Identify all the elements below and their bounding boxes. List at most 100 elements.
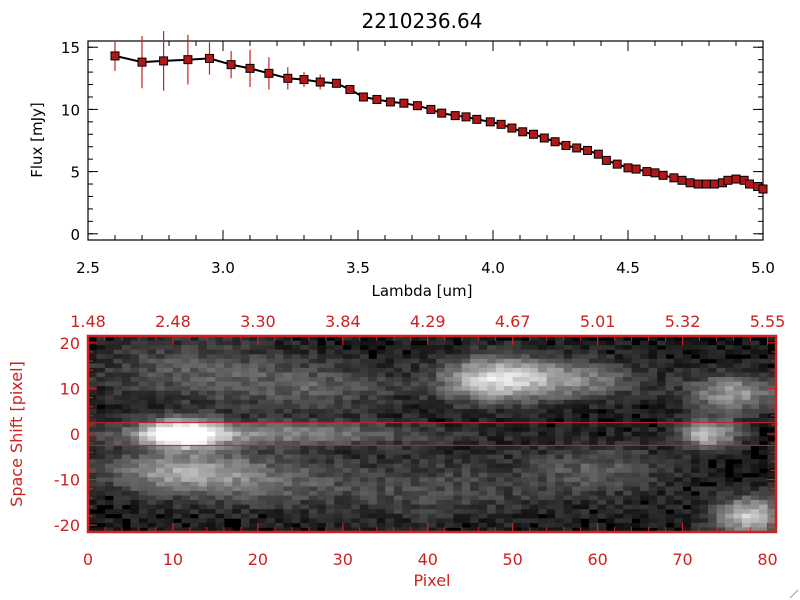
heatmap-cell [291, 427, 301, 433]
heatmap-cell [181, 481, 191, 487]
heatmap-cell [104, 427, 114, 433]
heatmap-cell [614, 418, 624, 424]
heatmap-cell [546, 377, 556, 382]
heatmap-cell [249, 468, 259, 474]
heatmap-cell [691, 372, 700, 378]
image-x-tick-label: 20 [248, 550, 268, 569]
heatmap-cell [631, 440, 641, 446]
heatmap-cell [665, 436, 675, 442]
heatmap-cell [385, 367, 395, 373]
heatmap-cell [512, 358, 522, 364]
heatmap-cell [606, 390, 616, 396]
heatmap-cell [725, 486, 734, 492]
heatmap-cell [164, 454, 174, 460]
heatmap-cell [376, 490, 386, 496]
heatmap-cell [215, 500, 225, 506]
heatmap-cell [130, 413, 140, 419]
heatmap-cell [470, 363, 480, 369]
heatmap-cell [402, 377, 412, 382]
heatmap-cell [563, 445, 573, 451]
heatmap-cell [223, 336, 233, 341]
heatmap-cell [759, 472, 768, 478]
heatmap-cell [130, 431, 140, 437]
heatmap-cell [597, 527, 607, 533]
heatmap-cell [461, 358, 471, 364]
heatmap-cell [342, 440, 352, 446]
heatmap-cell [597, 381, 607, 387]
heatmap-cell [155, 449, 165, 455]
heatmap-cell [317, 459, 327, 465]
heatmap-cell [410, 422, 420, 428]
heatmap-cell [130, 418, 140, 424]
heatmap-cell [716, 427, 726, 433]
heatmap-cell [521, 418, 531, 424]
heatmap-cell [393, 486, 403, 492]
heatmap-cell [198, 372, 208, 378]
heatmap-cell [691, 408, 700, 414]
heatmap-cell [563, 486, 573, 492]
heatmap-cell [572, 445, 582, 451]
heatmap-cell [266, 386, 276, 392]
heatmap-cell [606, 363, 616, 369]
heatmap-cell [546, 445, 556, 451]
heatmap-cell [266, 472, 276, 478]
heatmap-cell [725, 345, 734, 351]
heatmap-cell [189, 395, 199, 401]
heatmap-cell [614, 495, 624, 501]
heatmap-cell [648, 386, 658, 392]
heatmap-cell [155, 377, 165, 382]
heatmap-cell [614, 459, 624, 465]
heatmap-cell [444, 440, 454, 446]
heatmap-cell [164, 472, 174, 478]
heatmap-cell [393, 440, 403, 446]
heatmap-cell [88, 390, 97, 396]
heatmap-cell [742, 431, 751, 437]
heatmap-cell [138, 345, 148, 351]
heatmap-cell [274, 490, 284, 496]
heatmap-cell [257, 454, 267, 460]
heatmap-cell [164, 358, 174, 364]
heatmap-cell [444, 345, 454, 351]
heatmap-cell [682, 472, 692, 478]
heatmap-cell [665, 367, 675, 373]
heatmap-cell [385, 354, 395, 360]
heatmap-cell [130, 445, 140, 451]
heatmap-cell [274, 468, 284, 474]
heatmap-cell [376, 422, 386, 428]
heatmap-cell [308, 481, 318, 487]
heatmap-cell [147, 513, 157, 519]
data-point [226, 60, 236, 70]
heatmap-cell [351, 481, 361, 487]
heatmap-cell [521, 468, 531, 474]
heatmap-cell [750, 413, 760, 419]
heatmap-cell [589, 477, 599, 483]
heatmap-cell [504, 454, 514, 460]
heatmap-cell [648, 436, 658, 442]
heatmap-cell [648, 336, 658, 341]
heatmap-cell [478, 413, 488, 419]
heatmap-cell [546, 367, 556, 373]
heatmap-cell [410, 395, 420, 401]
heatmap-cell [368, 477, 378, 483]
heatmap-cell [759, 349, 768, 355]
heatmap-cell [487, 527, 497, 533]
heatmap-cell [121, 436, 131, 442]
heatmap-cell [487, 349, 497, 355]
heatmap-cell [597, 477, 607, 483]
heatmap-cell [410, 504, 420, 510]
heatmap-cell [580, 427, 590, 433]
heatmap-cell [648, 354, 658, 360]
heatmap-cell [631, 500, 641, 506]
heatmap-cell [334, 349, 344, 355]
heatmap-cell [376, 408, 386, 414]
heatmap-cell [308, 490, 318, 496]
heatmap-cell [130, 358, 140, 364]
heatmap-cell [393, 504, 403, 510]
heatmap-cell [334, 468, 344, 474]
heatmap-cell [342, 390, 352, 396]
heatmap-cell [648, 349, 658, 355]
heatmap-cell [733, 449, 743, 455]
heatmap-cell [164, 363, 174, 369]
heatmap-cell [733, 440, 743, 446]
heatmap-cell [359, 354, 369, 360]
